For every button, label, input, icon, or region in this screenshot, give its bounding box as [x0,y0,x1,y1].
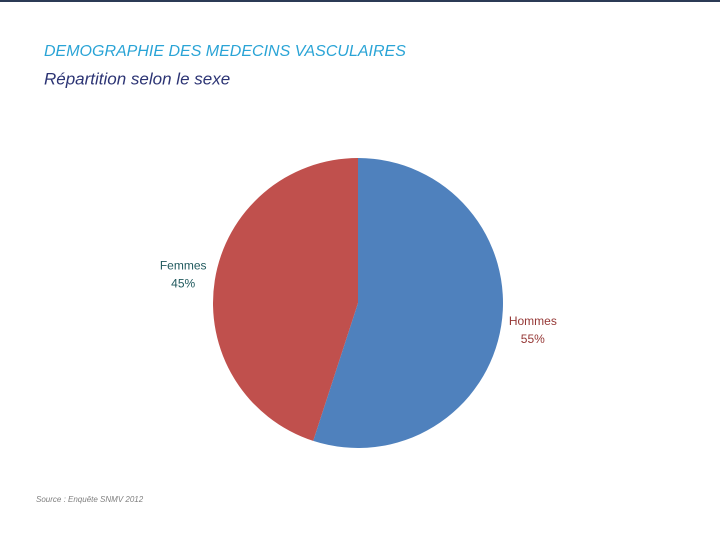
source-note: Source : Enquête SNMV 2012 [36,495,144,504]
slice-label: Hommes [509,314,557,328]
pie-slice [213,158,358,441]
chart-title: DEMOGRAPHIE DES MEDECINS VASCULAIRES [44,43,406,60]
slice-label: Femmes [160,258,207,272]
chart-subtitle: Répartition selon le sexe [44,69,230,88]
slice-value-label: 45% [171,276,195,290]
pie-slice [313,158,503,448]
slice-value-label: 55% [521,332,545,346]
